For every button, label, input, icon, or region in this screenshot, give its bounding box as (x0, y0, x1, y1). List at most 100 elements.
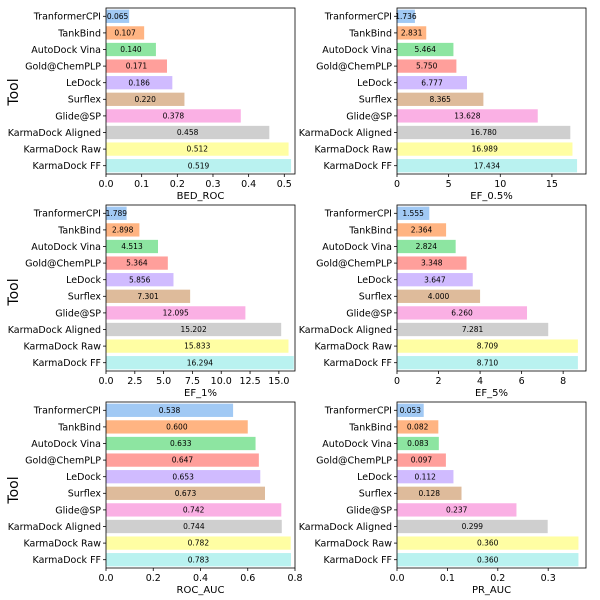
bar-glide-sp (106, 306, 246, 320)
category-tick-label: KarmaDock Raw (23, 342, 101, 353)
bar-value-label: 17.434 (474, 161, 500, 170)
bar-value-label: 5.464 (414, 45, 436, 54)
x-tick-label: 0.2 (146, 573, 161, 584)
x-tick-label: 0.0 (98, 376, 113, 387)
bar-value-label: 1.789 (106, 209, 128, 218)
bar-ledock (106, 470, 261, 484)
bar-glide-sp (397, 503, 517, 517)
category-tick-label: Gold@ChemPLP (316, 456, 392, 467)
chart-panel-3: 1.789 TranformerCPI 2.898 TankBind 4.513 Auto… (6, 204, 296, 399)
bar-gold-chemplp (397, 256, 467, 270)
category-tick-label: Surflex (68, 489, 102, 500)
category-tick-label: Glide@SP (346, 505, 392, 516)
bar-karmadock-aligned (397, 519, 548, 534)
bar-autodock-vina (397, 42, 454, 57)
y-axis-label: Tool (6, 476, 22, 504)
category-tick-label: TankBind (57, 28, 101, 39)
bar-karmadock-raw (397, 142, 573, 156)
bar-autodock-vina (397, 436, 439, 451)
category-tick-label: TranformerCPI (324, 12, 392, 23)
y-axis-label: Tool (6, 278, 22, 306)
category-tick-label: TranformerCPI (324, 209, 392, 220)
bar-value-label: 5.364 (126, 259, 148, 268)
bar-value-label: 12.095 (163, 309, 189, 318)
category-tick-label: KarmaDock Raw (23, 145, 101, 156)
x-tick-label: 0.0 (389, 573, 404, 584)
category-tick-label: LeDock (66, 472, 101, 483)
bar-value-label: 7.301 (137, 292, 159, 301)
bar-karmadock-ff (397, 159, 578, 173)
x-axis-label: EF_0.5% (470, 191, 512, 202)
bar-value-label: 3.348 (421, 259, 443, 268)
bar-surflex (106, 289, 191, 303)
category-tick-label: AutoDock Vina (31, 45, 101, 56)
bar-ledock (397, 470, 454, 484)
bar-value-label: 15.833 (184, 342, 210, 351)
bar-tranformercpi (106, 9, 130, 23)
bar-karmadock-raw (106, 142, 289, 156)
bar-value-label: 0.186 (128, 78, 150, 87)
x-tick-label: 0.4 (241, 179, 256, 190)
axes-frame (396, 204, 587, 372)
x-tick-label: 12.5 (239, 376, 260, 387)
x-tick-label: 0.3 (205, 179, 220, 190)
x-tick-label: 10.0 (211, 376, 232, 387)
category-tick-label: KarmaDock Raw (23, 539, 101, 550)
bar-ledock (106, 273, 174, 287)
x-tick-label: 8 (560, 376, 566, 387)
category-tick-label: KarmaDock Aligned (299, 522, 392, 533)
bar-surflex (106, 92, 185, 106)
bar-tankbind (397, 223, 447, 237)
bar-karmadock-aligned (106, 322, 282, 337)
bar-ledock (397, 273, 473, 287)
bar-karmadock-aligned (106, 519, 282, 534)
bar-gold-chemplp (106, 256, 168, 270)
bar-gold-chemplp (106, 59, 167, 73)
bar-tankbind (106, 420, 248, 434)
bar-value-label: 0.673 (175, 489, 197, 498)
bar-value-label: 2.824 (416, 242, 438, 251)
bar-glide-sp (106, 109, 241, 123)
bar-karmadock-aligned (397, 322, 549, 337)
category-tick-label: Gold@ChemPLP (25, 62, 101, 73)
bar-ledock (397, 76, 467, 90)
category-tick-label: LeDock (357, 472, 392, 483)
bar-value-label: 0.065 (107, 12, 129, 21)
x-tick-label: 15.0 (268, 376, 289, 387)
bar-karmadock-raw (397, 536, 579, 550)
bar-value-label: 3.647 (424, 275, 446, 284)
axes-frame (396, 7, 587, 175)
x-tick-label: 0.0 (98, 179, 113, 190)
x-tick-label: 2 (436, 376, 442, 387)
bar-value-label: 0.744 (183, 522, 205, 531)
category-tick-label: Glide@SP (55, 505, 101, 516)
x-axis-label: EF_1% (184, 388, 217, 399)
bar-tankbind (397, 420, 439, 434)
category-tick-label: Glide@SP (346, 308, 392, 319)
x-tick-label: 0.2 (490, 573, 505, 584)
bar-value-label: 0.237 (446, 506, 468, 515)
bar-value-label: 0.360 (477, 555, 499, 564)
x-tick-label: 0.5 (277, 179, 292, 190)
category-tick-label: AutoDock Vina (322, 242, 392, 253)
axes-frame (105, 7, 296, 175)
bar-value-label: 0.600 (166, 423, 188, 432)
axes-frame (105, 204, 296, 372)
bar-tankbind (106, 26, 145, 40)
category-tick-label: Gold@ChemPLP (316, 259, 392, 270)
category-tick-label: KarmaDock Aligned (299, 325, 392, 336)
category-tick-label: Surflex (68, 95, 102, 106)
bar-value-label: 0.083 (407, 439, 429, 448)
bar-gold-chemplp (397, 59, 457, 73)
category-tick-label: TranformerCPI (33, 12, 101, 23)
bar-value-label: 6.260 (451, 309, 473, 318)
bar-value-label: 0.458 (177, 128, 199, 137)
bar-surflex (106, 486, 265, 500)
x-tick-label: 0.1 (134, 179, 149, 190)
bar-value-label: 13.628 (454, 112, 480, 121)
bar-value-label: 16.780 (471, 128, 497, 137)
category-tick-label: Glide@SP (55, 111, 101, 122)
category-tick-label: TankBind (57, 422, 101, 433)
category-tick-label: KarmaDock FF (324, 161, 393, 172)
